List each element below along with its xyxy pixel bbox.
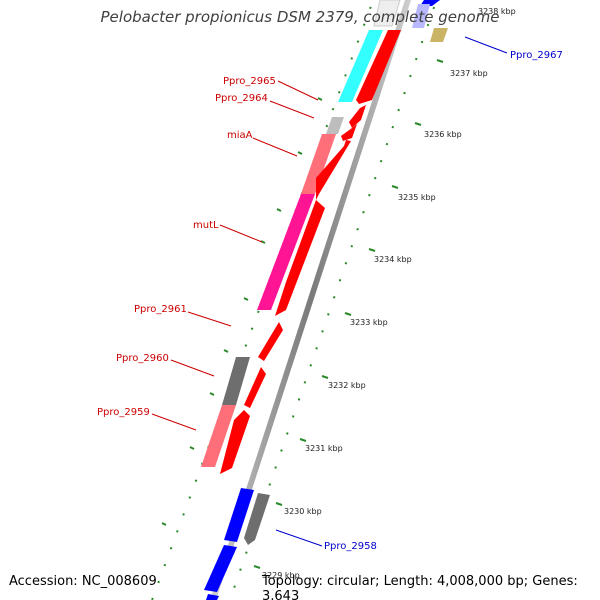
gene-ppro-2960[interactable] <box>222 357 250 405</box>
kbp-label: 3238 kbp <box>478 7 516 16</box>
tick-dashes-inner <box>161 97 323 526</box>
gene-label-miaA[interactable]: miaA <box>227 130 253 141</box>
gene-ppro-2959[interactable] <box>201 405 236 467</box>
gene-mutL[interactable] <box>257 194 315 310</box>
gene-blue-inner-3[interactable] <box>206 594 219 600</box>
gene-red-6[interactable] <box>258 322 283 361</box>
gene-gray-outer[interactable] <box>244 493 270 545</box>
kbp-label: 3235 kbp <box>398 193 436 202</box>
kbp-label: 3237 kbp <box>450 69 488 78</box>
gene-blue-inner-2[interactable] <box>204 545 237 592</box>
gene-red-3[interactable] <box>341 124 357 141</box>
gene-miaA[interactable] <box>301 134 336 194</box>
gene-label-ppro-2960[interactable]: Ppro_2960 <box>116 353 169 364</box>
gene-white-top[interactable] <box>373 0 401 27</box>
gene-red-5[interactable] <box>275 200 325 316</box>
gene-labels: Ppro_2967 Ppro_2965 Ppro_2964 miaA mutL … <box>97 50 563 552</box>
kbp-labels: 3238 kbp 3237 kbp 3236 kbp 3235 kbp 3234… <box>262 7 516 580</box>
leader-lines <box>151 36 508 547</box>
gene-lavender-top[interactable] <box>412 4 430 28</box>
genome-backbone <box>210 0 411 600</box>
gene-label-ppro-2965[interactable]: Ppro_2965 <box>223 76 276 87</box>
kbp-label: 3231 kbp <box>305 444 343 453</box>
gene-label-ppro-2961[interactable]: Ppro_2961 <box>134 304 187 315</box>
gene-red-7[interactable] <box>244 367 266 408</box>
gene-cyan[interactable] <box>338 30 383 102</box>
gene-ppro-2967[interactable] <box>430 28 448 42</box>
gene-label-ppro-2964[interactable]: Ppro_2964 <box>215 93 268 104</box>
kbp-label: 3232 kbp <box>328 381 366 390</box>
kbp-label: 3236 kbp <box>424 130 462 139</box>
gene-label-ppro-2958[interactable]: Ppro_2958 <box>324 541 377 552</box>
gene-blue-inner-1[interactable] <box>224 488 254 542</box>
gene-red-2[interactable] <box>349 105 366 128</box>
genome-title: Pelobacter propionicus DSM 2379, complet… <box>100 8 500 26</box>
topology-text: Topology: circular; Length: 4,008,000 bp… <box>262 574 578 600</box>
kbp-label: 3229 kbp <box>262 571 300 580</box>
kbp-label: 3234 kbp <box>374 255 412 264</box>
kbp-label: 3233 kbp <box>350 318 388 327</box>
gene-label-ppro-2959[interactable]: Ppro_2959 <box>97 407 150 418</box>
gene-label-mutL[interactable]: mutL <box>193 220 219 231</box>
gene-red-1[interactable] <box>356 30 401 104</box>
gene-ppro-2964[interactable] <box>326 117 344 134</box>
gene-label-ppro-2967[interactable]: Ppro_2967 <box>510 50 563 61</box>
kbp-label: 3230 kbp <box>284 507 322 516</box>
accession-text: Accession: NC_008609 <box>9 574 157 589</box>
tick-dashes-outer <box>253 59 444 569</box>
gene-red-4[interactable] <box>316 140 351 200</box>
gene-red-8[interactable] <box>220 410 250 474</box>
gene-arrows-red <box>220 30 401 474</box>
